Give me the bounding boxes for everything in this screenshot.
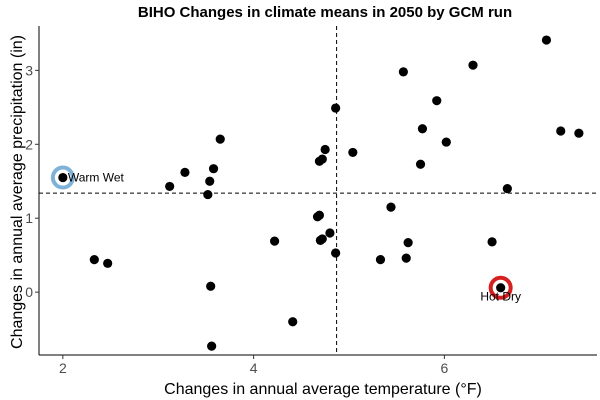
data-point-30 bbox=[415, 159, 426, 169]
data-point-35 bbox=[487, 237, 497, 247]
data-point-12 bbox=[270, 236, 280, 246]
data-point-5 bbox=[180, 167, 190, 177]
data-point-9 bbox=[215, 134, 225, 144]
y-tick-label-0: 0 bbox=[25, 284, 33, 300]
chart-title: BIHO Changes in climate means in 2050 by… bbox=[138, 4, 512, 21]
x-tick-label-4: 4 bbox=[250, 360, 258, 376]
data-point-7 bbox=[205, 176, 215, 186]
data-point-23 bbox=[331, 103, 341, 113]
data-point-10 bbox=[206, 281, 216, 291]
data-point-1 bbox=[58, 172, 68, 183]
data-point-29 bbox=[403, 238, 413, 248]
x-axis-title: Changes in annual average temperature (°… bbox=[164, 381, 482, 398]
data-point-11 bbox=[207, 341, 217, 351]
y-axis-title: Changes in annual average precipitation … bbox=[9, 35, 26, 349]
axes: 2 4 6 0 1 2 3 bbox=[25, 26, 597, 376]
data-point-25 bbox=[375, 255, 386, 265]
data-point-38 bbox=[541, 35, 552, 45]
data-point-34 bbox=[468, 60, 478, 70]
data-point-17 bbox=[317, 154, 327, 164]
data-point-3 bbox=[103, 258, 113, 268]
data-point-8 bbox=[208, 164, 219, 174]
data-point-28 bbox=[401, 253, 411, 263]
plot-area: Warm Wet Hot Dry bbox=[39, 26, 597, 355]
data-point-39 bbox=[556, 126, 566, 136]
data-point-21 bbox=[325, 228, 335, 238]
data-point-22 bbox=[331, 248, 341, 258]
highlight-ring-warm-wet bbox=[50, 165, 75, 190]
annotation-warm-wet: Warm Wet bbox=[68, 171, 125, 185]
x-tick-label-6: 6 bbox=[440, 360, 448, 376]
data-point-13 bbox=[288, 317, 298, 327]
data-point-36 bbox=[496, 283, 506, 293]
data-point-32 bbox=[432, 96, 442, 106]
data-point-33 bbox=[441, 137, 451, 147]
data-point-31 bbox=[417, 124, 428, 134]
data-point-24 bbox=[348, 147, 358, 158]
annotation-hot-dry: Hot Dry bbox=[480, 290, 521, 304]
data-point-18 bbox=[320, 144, 330, 155]
data-point-26 bbox=[386, 202, 396, 212]
data-point-6 bbox=[203, 189, 213, 200]
data-point-15 bbox=[314, 210, 325, 220]
data-point-4 bbox=[165, 181, 175, 192]
data-point-27 bbox=[398, 67, 408, 77]
y-tick-label-1: 1 bbox=[25, 210, 33, 226]
data-point-2 bbox=[89, 255, 99, 265]
highlight-ring-hot-dry bbox=[488, 275, 513, 300]
x-tick-label-2: 2 bbox=[59, 360, 67, 376]
y-tick-label-2: 2 bbox=[25, 136, 33, 152]
data-point-20 bbox=[317, 234, 327, 244]
data-point-37 bbox=[502, 184, 512, 194]
data-point-40 bbox=[574, 128, 584, 138]
y-tick-label-3: 3 bbox=[25, 62, 33, 78]
